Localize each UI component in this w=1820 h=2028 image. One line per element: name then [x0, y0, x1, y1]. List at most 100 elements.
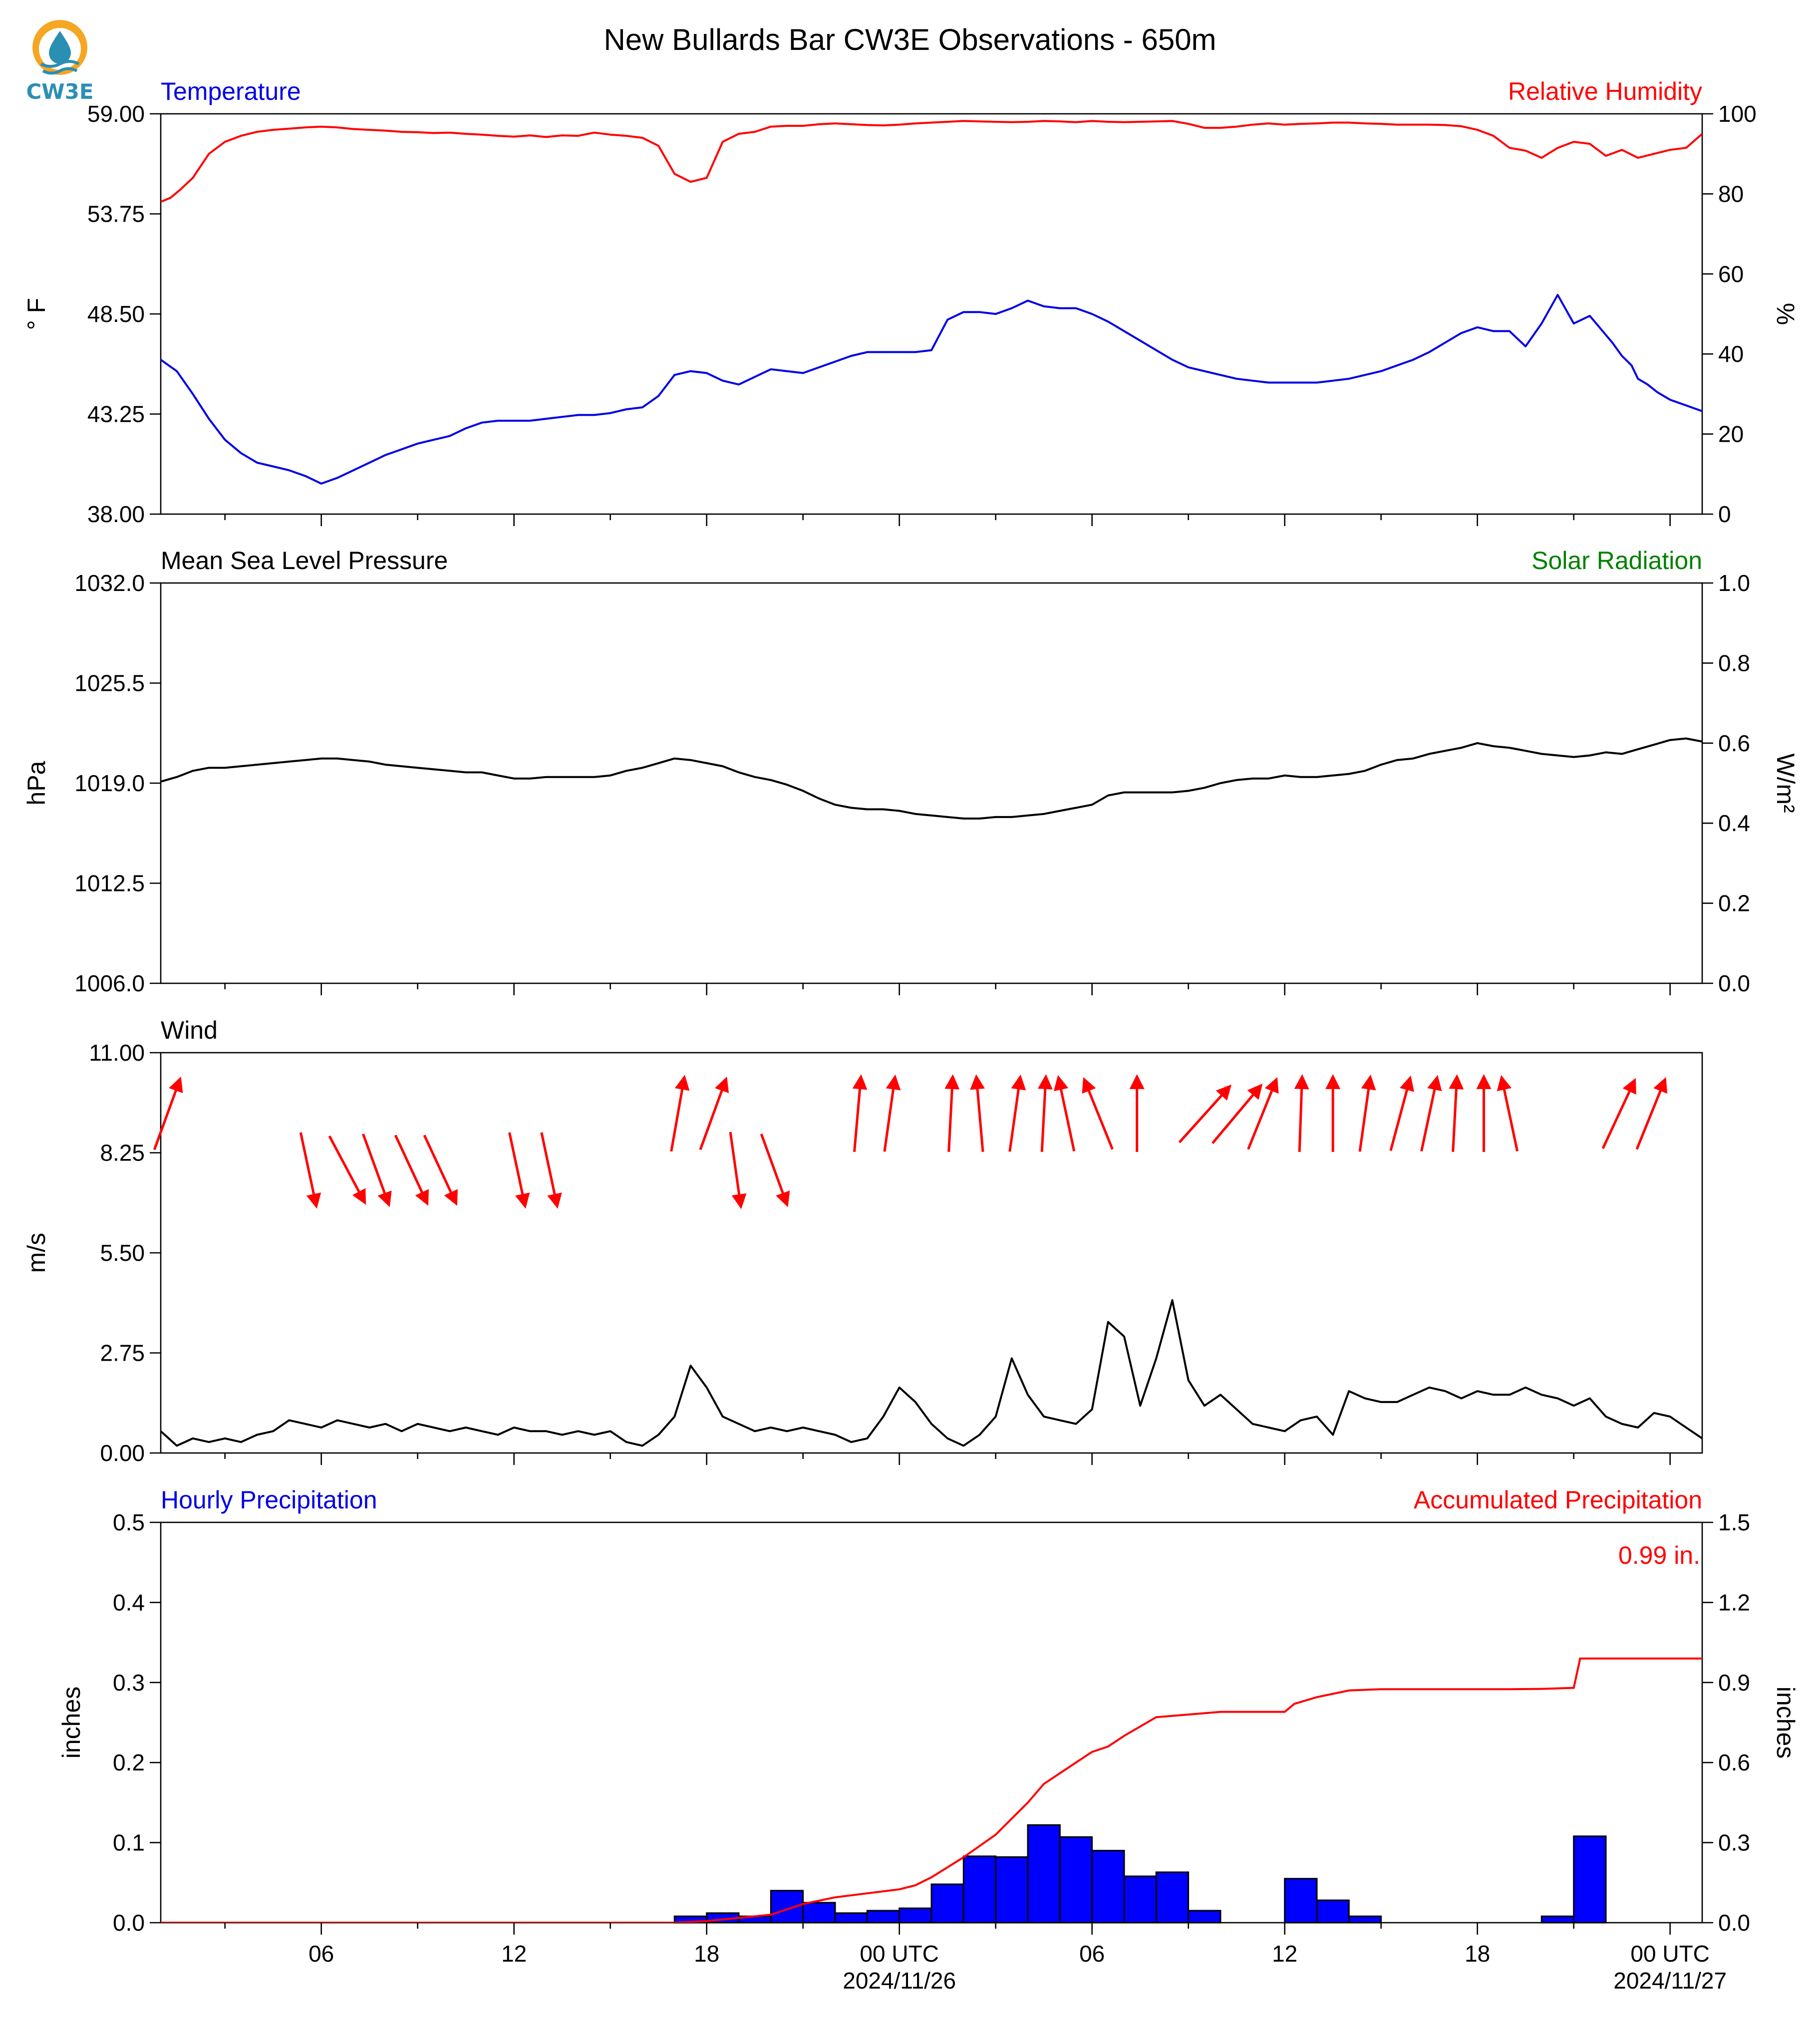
precip-bar — [1573, 1835, 1607, 1924]
y-tick-label-left: 5.50 — [100, 1240, 145, 1266]
precip-bar — [1540, 1915, 1575, 1924]
y-axis-label-left: ° F — [22, 298, 50, 330]
precip-bar — [1284, 1878, 1318, 1924]
y-axis-label-left: inches — [57, 1687, 85, 1759]
wind-arrow — [670, 1075, 690, 1152]
y-tick-label-left: 53.75 — [87, 201, 145, 227]
wind-arrow — [394, 1135, 429, 1206]
precip-bar — [899, 1907, 932, 1924]
precip-bar — [834, 1912, 868, 1924]
wind-arrow — [540, 1132, 562, 1209]
x-tick-label: 06 — [1079, 1941, 1105, 1967]
y-tick-label-right: 0.2 — [1718, 890, 1750, 916]
y-tick-label-left: 43.25 — [87, 401, 145, 427]
x-tick-label: 06 — [308, 1941, 334, 1967]
precip-bar — [1316, 1899, 1350, 1924]
wind-arrow — [944, 1074, 960, 1152]
wind-arrow — [729, 1132, 747, 1209]
wind-arrow — [362, 1133, 392, 1207]
temperature-humidity-panel: 38.00 43.25 48.50 53.75 59.00 0 20 40 60 80 100 Tem… — [22, 77, 1800, 527]
precip-bar — [995, 1856, 1029, 1924]
wind-arrow — [1449, 1074, 1464, 1152]
x-tick-label: 12 — [1272, 1941, 1297, 1967]
panel-title-left: Temperature — [161, 77, 301, 105]
series-line-0 — [161, 1299, 1702, 1447]
precip-bar — [1188, 1910, 1221, 1924]
y-tick-label-left: 0.2 — [113, 1749, 145, 1775]
panel-title-right: Solar Radiation — [1531, 547, 1702, 575]
precip-bar — [1059, 1836, 1093, 1924]
y-tick-label-right: 0.0 — [1718, 970, 1750, 996]
wind-arrow — [699, 1076, 729, 1151]
precipitation-panel: 0.0 0.1 0.2 0.3 0.4 0.5 0.0 0.3 0.6 0.9 1.2 1.5 Hour… — [57, 1486, 1800, 1936]
y-tick-label-left: 0.0 — [113, 1910, 145, 1936]
panel-frame — [160, 113, 1703, 515]
wind-arrow — [760, 1133, 790, 1207]
wind-arrow — [1358, 1074, 1376, 1152]
y-tick-label-left: 1012.5 — [74, 870, 145, 896]
wind-arrow — [1635, 1077, 1668, 1150]
y-tick-label-right: 0.0 — [1718, 1910, 1750, 1936]
wind-arrow — [1178, 1084, 1232, 1144]
y-axis-label-right: W/m² — [1772, 753, 1800, 813]
precip-bar — [1027, 1824, 1061, 1924]
cw3e-water-drop-logo-icon — [32, 20, 87, 75]
wind-arrow — [852, 1074, 868, 1152]
series-line-0 — [161, 293, 1702, 485]
y-tick-label-right: 0.3 — [1718, 1830, 1750, 1856]
panel-frame — [160, 1052, 1703, 1454]
precip-bar — [802, 1902, 836, 1924]
wind-arrow — [1082, 1077, 1114, 1150]
y-tick-label-left: 1032.0 — [74, 570, 145, 596]
wind-arrow — [1420, 1075, 1442, 1152]
y-tick-label-right: 0.4 — [1718, 810, 1750, 836]
wind-arrow — [1247, 1077, 1279, 1150]
wind-arrow — [423, 1135, 458, 1206]
wind-arrow — [1389, 1075, 1414, 1152]
y-tick-label-right: 0 — [1718, 501, 1731, 527]
precip-bar — [962, 1855, 997, 1924]
y-tick-label-left: 11.00 — [89, 1040, 145, 1066]
y-tick-label-right: 1.0 — [1718, 570, 1750, 596]
panel-title-left: Wind — [161, 1016, 218, 1044]
x-tick-label: 00 UTC — [860, 1941, 938, 1967]
x-tick-label: 12 — [501, 1941, 527, 1967]
wind-arrow — [883, 1074, 901, 1152]
precip-bar — [1123, 1875, 1157, 1924]
wind-arrow — [1053, 1075, 1076, 1152]
series-line-0 — [161, 737, 1702, 820]
precip-bar — [866, 1910, 901, 1924]
y-tick-label-left: 48.50 — [87, 301, 145, 327]
x-tick-date-label: 2024/11/27 — [1613, 1968, 1727, 1994]
wind-arrow — [1497, 1075, 1519, 1152]
y-tick-label-right: 60 — [1718, 261, 1744, 287]
x-tick-date-label: 2024/11/26 — [843, 1968, 956, 1994]
panel-frame — [160, 582, 1703, 984]
precip-bar — [1155, 1871, 1190, 1924]
wind-arrow — [1008, 1074, 1026, 1152]
y-tick-label-left: 38.00 — [87, 501, 145, 527]
panel-title-right: Accumulated Precipitation — [1414, 1486, 1702, 1514]
y-tick-label-right: 0.6 — [1718, 1749, 1750, 1775]
x-tick-label: 18 — [1465, 1941, 1490, 1967]
wind-arrow — [299, 1132, 321, 1209]
panel-title-left: Mean Sea Level Pressure — [161, 547, 448, 575]
accumulated-total-label: 0.99 in. — [1618, 1541, 1700, 1569]
y-tick-label-left: 8.25 — [100, 1140, 145, 1166]
wind-arrow — [508, 1132, 530, 1209]
y-tick-label-left: 0.5 — [113, 1509, 145, 1535]
x-tick-label: 18 — [694, 1941, 719, 1967]
chart-title: New Bullards Bar CW3E Observations - 650… — [604, 23, 1216, 56]
panel-title-left: Hourly Precipitation — [161, 1486, 377, 1514]
y-tick-label-right: 0.6 — [1718, 730, 1750, 756]
wind-arrow — [153, 1076, 183, 1151]
y-tick-label-right: 40 — [1718, 341, 1744, 367]
precip-bar — [930, 1883, 964, 1924]
series-line-1 — [161, 120, 1702, 203]
cw3e-logo: CW3E — [26, 20, 94, 104]
y-tick-label-right: 20 — [1718, 421, 1744, 447]
y-tick-label-right: 80 — [1718, 181, 1744, 207]
y-tick-label-right: 0.9 — [1718, 1670, 1750, 1696]
y-tick-label-right: 1.5 — [1718, 1509, 1750, 1535]
